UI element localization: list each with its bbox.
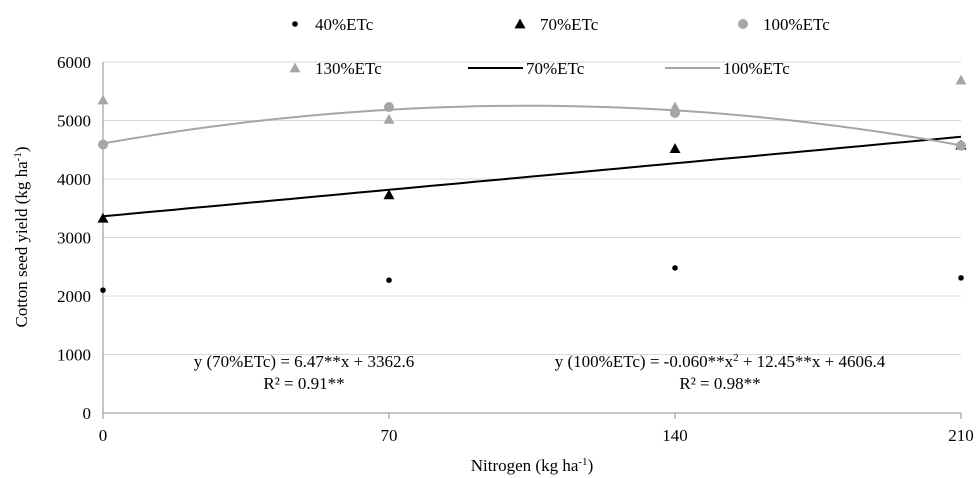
y-tick-label: 1000 (57, 346, 91, 365)
point-40-etc (100, 287, 106, 293)
point-100-etc (956, 140, 966, 151)
x-tick-label: 70 (381, 426, 398, 445)
point-70-etc (669, 143, 681, 153)
legend-label: 70%ETc (540, 15, 599, 34)
legend-label: 100%ETc (723, 59, 790, 78)
data-points (97, 74, 967, 293)
equation-70-etc: y (70%ETc) = 6.47**x + 3362.6 (194, 352, 415, 371)
x-axis-label: Nitrogen (kg ha-1) (471, 456, 593, 475)
legend-label: 40%ETc (315, 15, 374, 34)
point-100-etc (98, 139, 108, 150)
trendlines (102, 104, 962, 218)
point-40-etc (386, 277, 392, 284)
point-130-etc (97, 94, 109, 105)
trendline-100-etc (102, 104, 962, 147)
x-tick-label: 210 (948, 426, 974, 445)
r-squared-100-etc: R² = 0.98** (679, 374, 760, 393)
x-tick-label: 0 (99, 426, 108, 445)
gridlines (103, 61, 961, 355)
trendline-70-etc (102, 135, 962, 218)
legend-label: 130%ETc (315, 59, 382, 78)
y-axis-label: Cotton seed yield (kg ha-1) (12, 146, 31, 327)
point-40-etc (958, 275, 964, 281)
point-100-etc (384, 102, 394, 113)
y-tick-label: 5000 (57, 112, 91, 131)
axes: 0 1000 2000 3000 4000 5000 6000 0 70 140 210 (57, 53, 974, 445)
r-squared-70-etc: R² = 0.91** (263, 374, 344, 393)
y-tick-label: 4000 (57, 170, 91, 189)
point-130-etc (669, 101, 681, 112)
legend-marker-100-etc (738, 19, 748, 29)
legend-label: 70%ETc (526, 59, 585, 78)
y-tick-label: 0 (83, 404, 92, 423)
y-tick-label: 2000 (57, 287, 91, 306)
point-70-etc (383, 189, 395, 200)
point-130-etc (955, 74, 967, 85)
equation-100-etc: y (100%ETc) = -0.060**x2 + 12.45**x + 46… (555, 352, 886, 371)
point-70-etc (97, 212, 109, 223)
point-130-etc (383, 113, 395, 124)
legend-marker-40-etc (292, 21, 298, 27)
legend-marker-130-etc (289, 62, 301, 73)
point-40-etc (672, 265, 678, 271)
legend-marker-70-etc (514, 18, 526, 29)
x-tick-label: 140 (662, 426, 688, 445)
y-tick-label: 6000 (57, 53, 91, 72)
y-tick-label: 3000 (57, 229, 91, 248)
legend: 40%ETc 70%ETc 100%ETc 130%ETc 70%ETc 100%ETc (289, 15, 830, 78)
legend-label: 100%ETc (763, 15, 830, 34)
